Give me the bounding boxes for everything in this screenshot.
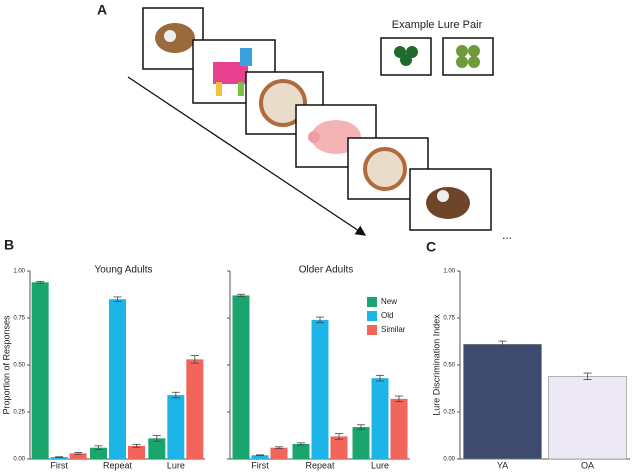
ellipsis: ... (502, 228, 512, 242)
panel-label: A (97, 2, 107, 18)
error-bar (132, 443, 141, 448)
y-tick-label: 1.00 (443, 269, 455, 275)
bar (352, 427, 370, 459)
error-bar (335, 433, 343, 440)
error-bar (376, 374, 384, 382)
bar (330, 436, 348, 459)
y-tick-label: 0.75 (443, 316, 455, 322)
stimulus (409, 168, 492, 231)
error-bar (55, 456, 64, 458)
panel-label: B (4, 237, 14, 253)
legend-label: Old (381, 311, 393, 320)
bar (148, 438, 166, 459)
panel-a: A Example Lure Pair ... (97, 2, 512, 242)
error-bar (94, 445, 103, 451)
lure-image (442, 37, 494, 76)
error-bar (275, 446, 283, 450)
bar (463, 344, 542, 460)
x-tick-label: YA (497, 460, 508, 470)
y-tick-label: 0.25 (443, 410, 455, 416)
bar (371, 378, 389, 459)
y-tick-label: 0.00 (443, 457, 455, 463)
lure-pair-caption: Example Lure Pair (392, 19, 483, 31)
x-tick-label: Lure (167, 460, 185, 470)
bar (270, 447, 288, 459)
y-tick-label: 0.25 (13, 410, 25, 416)
y-tick-label: 0.75 (13, 316, 25, 322)
bar (69, 453, 87, 459)
error-bar (357, 424, 365, 430)
bar (109, 299, 126, 459)
error-bar (498, 340, 507, 348)
bar (251, 455, 269, 459)
error-bar (256, 454, 264, 457)
lure-image (380, 37, 432, 76)
bar (311, 319, 329, 459)
error-bar (36, 280, 45, 284)
x-tick-label: Repeat (103, 460, 133, 470)
x-tick-label: Lure (371, 460, 389, 470)
legend-label: Similar (381, 325, 406, 334)
legend-swatch (367, 297, 377, 307)
bar (50, 457, 68, 459)
error-bar (190, 355, 199, 364)
bar (292, 443, 310, 459)
y-tick-label: 0.50 (443, 363, 455, 369)
chart-title: Older Adults (299, 265, 353, 276)
stimulus (245, 71, 324, 135)
bar (390, 398, 408, 459)
y-axis-label: Proportion of Responses (1, 315, 11, 415)
error-bar (152, 435, 161, 442)
legend-label: New (381, 297, 397, 306)
legend-swatch (367, 325, 377, 335)
y-tick-label: 0.50 (13, 363, 25, 369)
x-tick-label: Repeat (305, 460, 335, 470)
error-bar (316, 316, 324, 324)
x-tick-label: OA (581, 460, 594, 470)
error-bar (113, 296, 122, 302)
y-axis-label: Lure Discrimination Index (431, 314, 441, 416)
bar (548, 375, 627, 460)
panel-label: C (426, 239, 436, 255)
error-bar (395, 395, 403, 403)
legend-swatch (367, 311, 377, 321)
y-tick-label: 0.00 (13, 457, 25, 463)
bar (232, 295, 250, 459)
error-bar (583, 372, 592, 380)
x-tick-label: First (251, 460, 269, 470)
error-bar (171, 391, 180, 399)
error-bar (237, 293, 245, 297)
y-tick-label: 1.00 (13, 269, 25, 275)
bar (90, 447, 107, 459)
error-bar (297, 442, 305, 446)
x-tick-label: First (50, 460, 68, 470)
bar (128, 445, 145, 459)
time-arrow (127, 76, 367, 236)
chart-title: Young Adults (94, 265, 152, 276)
bar (186, 359, 204, 459)
bar (31, 282, 49, 459)
bar (167, 395, 185, 459)
error-bar (74, 452, 83, 455)
